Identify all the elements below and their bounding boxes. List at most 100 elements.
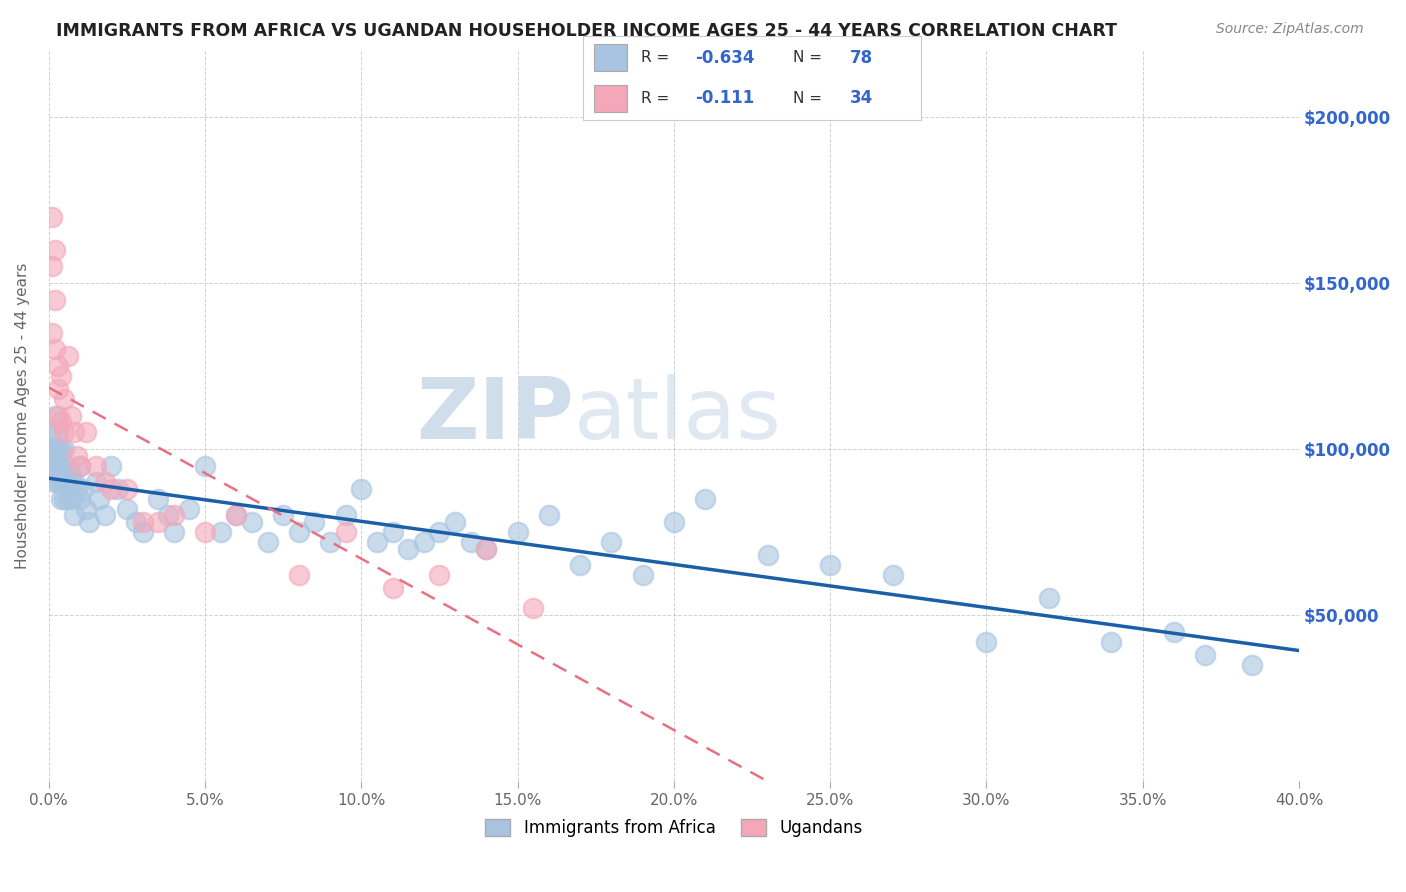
Point	[107, 482, 129, 496]
Point	[194, 458, 217, 473]
Text: Source: ZipAtlas.com: Source: ZipAtlas.com	[1216, 22, 1364, 37]
Point	[75, 425, 97, 440]
Point	[41, 260, 63, 274]
Point	[44, 243, 66, 257]
Point	[46, 382, 69, 396]
Point	[46, 475, 69, 490]
Point	[600, 535, 623, 549]
Point	[131, 515, 153, 529]
Point	[429, 568, 451, 582]
Point	[87, 491, 110, 506]
Point	[44, 409, 66, 423]
Point	[163, 524, 186, 539]
Text: -0.634: -0.634	[695, 49, 755, 67]
Point	[59, 468, 82, 483]
Point	[44, 458, 66, 473]
Point	[53, 475, 76, 490]
Point	[475, 541, 498, 556]
Point	[225, 508, 247, 523]
Point	[695, 491, 717, 506]
Point	[41, 326, 63, 340]
Point	[41, 442, 63, 456]
Text: 78: 78	[851, 49, 873, 67]
Point	[69, 458, 91, 473]
Point	[444, 515, 467, 529]
Point	[66, 449, 89, 463]
Point	[288, 568, 311, 582]
Point	[522, 601, 544, 615]
Point	[75, 501, 97, 516]
Point	[62, 508, 84, 523]
Point	[100, 458, 122, 473]
Point	[56, 349, 79, 363]
Point	[146, 515, 169, 529]
Point	[381, 524, 404, 539]
Point	[84, 475, 107, 490]
Point	[256, 535, 278, 549]
Point	[319, 535, 342, 549]
Point	[240, 515, 263, 529]
Point	[882, 568, 904, 582]
Text: N =: N =	[793, 50, 827, 65]
Point	[179, 501, 201, 516]
Point	[44, 293, 66, 307]
Point	[59, 409, 82, 423]
Point	[41, 210, 63, 224]
Point	[41, 458, 63, 473]
Point	[59, 491, 82, 506]
Point	[46, 425, 69, 440]
Point	[537, 508, 560, 523]
Text: 34: 34	[851, 89, 873, 107]
Point	[429, 524, 451, 539]
Point	[56, 458, 79, 473]
Point	[381, 582, 404, 596]
Point	[69, 491, 91, 506]
Point	[1194, 648, 1216, 662]
Point	[66, 482, 89, 496]
Point	[209, 524, 232, 539]
Point	[53, 442, 76, 456]
Point	[288, 524, 311, 539]
Point	[631, 568, 654, 582]
Point	[44, 343, 66, 357]
Point	[94, 508, 117, 523]
Point	[62, 475, 84, 490]
Point	[412, 535, 434, 549]
Point	[100, 482, 122, 496]
Text: -0.111: -0.111	[695, 89, 754, 107]
Point	[94, 475, 117, 490]
Point	[53, 392, 76, 407]
Point	[69, 458, 91, 473]
Point	[46, 409, 69, 423]
Bar	[593, 44, 627, 71]
Point	[84, 458, 107, 473]
Point	[976, 634, 998, 648]
Point	[225, 508, 247, 523]
Point	[53, 425, 76, 440]
Point	[51, 416, 73, 430]
Y-axis label: Householder Income Ages 25 - 44 years: Householder Income Ages 25 - 44 years	[15, 262, 30, 569]
Text: R =: R =	[641, 91, 673, 106]
Point	[1163, 624, 1185, 639]
Point	[56, 491, 79, 506]
Point	[46, 359, 69, 373]
Legend: Immigrants from Africa, Ugandans: Immigrants from Africa, Ugandans	[477, 811, 870, 846]
Point	[662, 515, 685, 529]
Point	[194, 524, 217, 539]
Point	[51, 458, 73, 473]
Point	[115, 482, 138, 496]
Text: IMMIGRANTS FROM AFRICA VS UGANDAN HOUSEHOLDER INCOME AGES 25 - 44 YEARS CORRELAT: IMMIGRANTS FROM AFRICA VS UGANDAN HOUSEH…	[56, 22, 1118, 40]
Point	[79, 515, 101, 529]
Point	[115, 501, 138, 516]
Point	[506, 524, 529, 539]
Point	[56, 475, 79, 490]
Point	[51, 491, 73, 506]
Point	[53, 491, 76, 506]
Point	[44, 475, 66, 490]
Point	[569, 558, 592, 573]
Point	[156, 508, 179, 523]
Point	[366, 535, 388, 549]
Point	[475, 541, 498, 556]
Point	[1038, 591, 1060, 606]
Point	[46, 442, 69, 456]
